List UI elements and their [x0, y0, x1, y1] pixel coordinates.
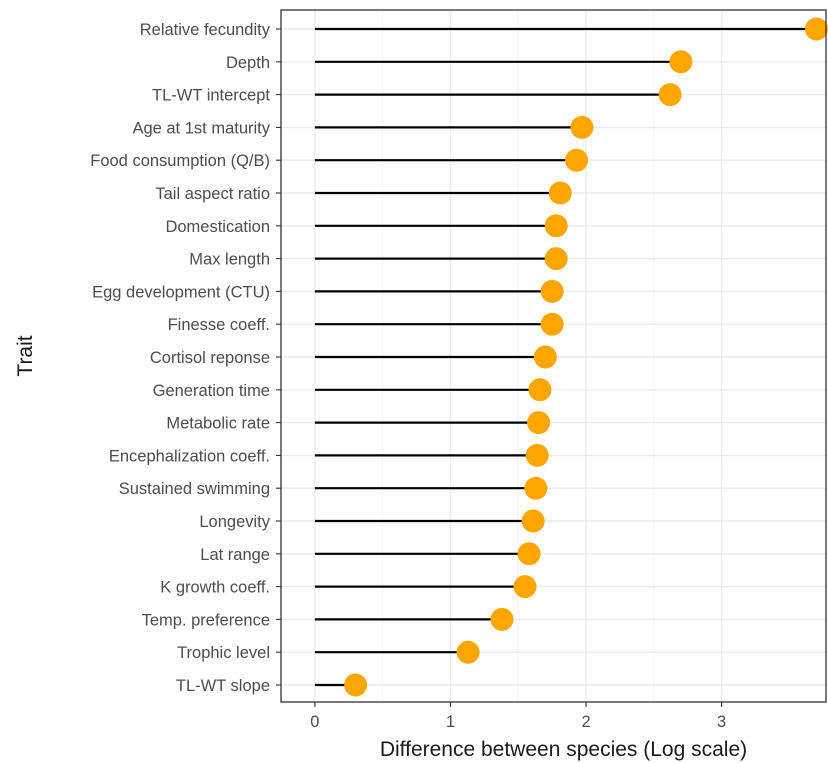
- category-label: TL-WT intercept: [152, 87, 270, 105]
- lollipop-point: [540, 312, 564, 336]
- category-label: Max length: [189, 251, 270, 269]
- lollipop-point: [527, 411, 551, 435]
- category-label: Metabolic rate: [166, 415, 270, 433]
- category-label: Generation time: [153, 382, 270, 400]
- lollipop-point: [344, 673, 368, 697]
- points: [344, 17, 828, 697]
- lollipop-point: [565, 148, 589, 172]
- lollipop-point: [456, 640, 480, 664]
- lollipop-point: [570, 115, 594, 139]
- x-axis-ticks: 0 1 2 3: [310, 702, 726, 731]
- category-label: Lat range: [200, 546, 270, 564]
- x-axis-title: Difference between species (Log scale): [380, 738, 747, 761]
- x-tick-label: 3: [717, 713, 726, 731]
- category-label: Trophic level: [177, 644, 270, 662]
- category-label: Tail aspect ratio: [155, 185, 270, 203]
- x-tick-label: 0: [310, 713, 319, 731]
- category-label: Longevity: [199, 513, 270, 531]
- lollipop-point: [548, 181, 572, 205]
- category-label: Egg development (CTU): [92, 283, 270, 301]
- lollipop-point: [544, 247, 568, 271]
- lollipop-point: [805, 17, 828, 41]
- category-label: Age at 1st maturity: [132, 119, 270, 137]
- stems: [314, 27, 817, 687]
- lollipop-point: [533, 345, 557, 369]
- lollipop-point: [490, 607, 514, 631]
- category-label: Relative fecundity: [140, 21, 271, 39]
- lollipop-point: [524, 476, 548, 500]
- x-tick-label: 1: [446, 713, 455, 731]
- panel-border: [280, 9, 827, 703]
- lollipop-point: [544, 214, 568, 238]
- y-axis-title: Trait: [14, 335, 37, 376]
- category-label: Food consumption (Q/B): [90, 152, 270, 170]
- x-tick-label: 2: [581, 713, 590, 731]
- category-label: Cortisol reponse: [150, 349, 270, 367]
- lollipop-point: [517, 542, 541, 566]
- category-labels: Relative fecundity Depth TL-WT intercept Ag…: [90, 21, 281, 695]
- category-label: Temp. preference: [142, 611, 270, 629]
- category-label: Encephalization coeff.: [109, 447, 270, 465]
- lollipop-point: [658, 83, 682, 107]
- category-label: TL-WT slope: [176, 677, 270, 695]
- category-label: Sustained swimming: [119, 480, 270, 498]
- lollipop-point: [525, 443, 549, 467]
- category-label: Domestication: [165, 218, 270, 236]
- lollipop-point: [669, 50, 693, 74]
- category-label: Finesse coeff.: [168, 316, 270, 334]
- lollipop-point: [521, 509, 545, 533]
- lollipop-point: [540, 279, 564, 303]
- lollipop-point: [528, 378, 552, 402]
- lollipop-point: [513, 575, 537, 599]
- category-label: Depth: [226, 54, 270, 72]
- category-label: K growth coeff.: [160, 579, 270, 597]
